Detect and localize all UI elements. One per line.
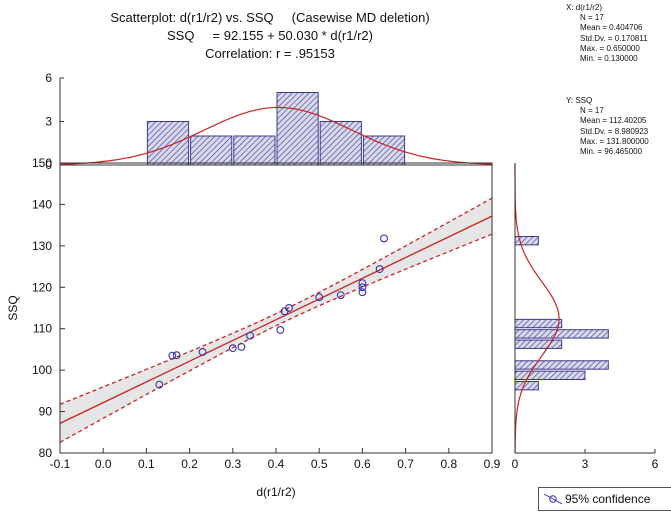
right-hist-bar [514, 329, 609, 339]
y-tick-label: 150 [32, 156, 52, 170]
confidence-upper-line [59, 197, 493, 405]
data-point [336, 291, 345, 300]
x-tick-label: 0.2 [181, 457, 198, 471]
y-stats-min: Min. = 96.465000 [580, 147, 643, 157]
y-stats-n: N = 17 [580, 106, 604, 116]
x-tick-label: 0.0 [95, 457, 112, 471]
scatter-frame [59, 162, 493, 454]
top-normal-curve [59, 106, 493, 165]
data-point [155, 380, 164, 389]
x-stats-title: X: d(r1/r2) [566, 3, 603, 12]
top-hist-bar [362, 135, 406, 166]
x-tick-label: 0.9 [484, 457, 501, 471]
top-hist-tick-label: 6 [45, 71, 52, 85]
data-point [358, 288, 367, 297]
top-hist-bar [146, 121, 190, 166]
top-hist-bar [233, 135, 276, 166]
regression-equation: SSQ = 92.155 + 50.030 * d(r1/r2) [167, 28, 373, 43]
right-hist-bar [514, 360, 609, 370]
right-hist-bar [514, 339, 563, 349]
y-tick-label: 130 [32, 239, 52, 253]
x-stats-mean: Mean = 0.404706 [580, 23, 643, 33]
data-point [228, 344, 237, 353]
y-stats-std: Std.Dv. = 8.980923 [580, 126, 649, 136]
right-hist-bar [514, 236, 539, 246]
y-tick-label: 120 [32, 280, 52, 294]
data-point [358, 283, 367, 292]
y-tick-label: 100 [32, 363, 52, 377]
x-stats-min: Min. = 0.130000 [580, 54, 638, 64]
x-stats-max: Max. = 0.650000 [580, 43, 640, 53]
data-point [172, 351, 181, 360]
right-hist-tick-label: 0 [512, 457, 519, 471]
data-point [237, 342, 246, 351]
x-stats-std: Std.Dv. = 0.170811 [580, 33, 648, 43]
top-histogram: 0 3 6 [45, 71, 493, 172]
y-stats-panel: Y: SSQ N = 17 Mean = 112.40205 Std.Dv. =… [566, 96, 649, 157]
top-hist-bar [319, 121, 362, 166]
x-tick-label: 0.4 [268, 457, 285, 471]
legend: 95% confidence [538, 487, 671, 511]
data-point [198, 347, 207, 356]
x-stats-panel: X: d(r1/r2) N = 17 Mean = 0.404706 Std.D… [566, 3, 648, 64]
x-tick-label: 0.6 [354, 457, 371, 471]
chart-title: Scatterplot: d(r1/r2) vs. SSQ (Casewise … [110, 10, 430, 25]
legend-symbol-icon [543, 493, 563, 505]
data-point [276, 326, 285, 334]
x-tick-label: 0.8 [440, 457, 457, 471]
y-tick-label: 140 [32, 197, 52, 211]
top-hist-bar [276, 92, 319, 166]
x-tick-label: 0.1 [138, 457, 155, 471]
correlation-text: Correlation: r = .95153 [205, 46, 335, 61]
confidence-lower-line [59, 233, 493, 443]
y-tick-label: 80 [39, 446, 53, 460]
scatter-plot: -0.1 0.0 0.1 0.2 0.3 0.4 0.5 0.6 0.7 0.8 0.9 80 90 10… [6, 156, 501, 499]
x-tick-label: 0.5 [311, 457, 328, 471]
top-hist-bar [190, 135, 233, 166]
right-histogram: 0 3 6 [512, 163, 659, 471]
right-hist-bar [514, 318, 563, 329]
right-hist-tick-label: 3 [582, 457, 589, 471]
y-tick-label: 90 [39, 405, 53, 419]
right-hist-tick-label: 6 [652, 457, 659, 471]
top-hist-tick-label: 3 [45, 115, 52, 129]
data-point [285, 304, 293, 312]
x-tick-label: -0.1 [50, 457, 71, 471]
right-hist-bar [514, 370, 586, 380]
data-point [358, 279, 367, 288]
regression-line [59, 215, 493, 424]
legend-label: 95% confidence [565, 492, 651, 506]
y-axis-title: SSQ [6, 295, 20, 320]
x-axis-title: d(r1/r2) [256, 485, 295, 499]
right-normal-curve [514, 163, 560, 453]
data-point [315, 293, 324, 302]
y-stats-title: Y: SSQ [566, 96, 593, 105]
data-point [168, 351, 177, 360]
right-hist-bar [514, 381, 539, 391]
top-hist-tick-label: 0 [45, 158, 52, 172]
x-tick-label: 0.3 [224, 457, 241, 471]
data-point [375, 265, 384, 274]
data-point [380, 234, 388, 243]
y-stats-mean: Mean = 112.40205 [580, 116, 647, 126]
y-stats-max: Max. = 131.800000 [580, 136, 649, 146]
x-stats-n: N = 17 [580, 13, 604, 23]
y-tick-label: 110 [33, 322, 52, 336]
data-point [246, 331, 255, 340]
x-tick-label: 0.7 [397, 457, 414, 471]
